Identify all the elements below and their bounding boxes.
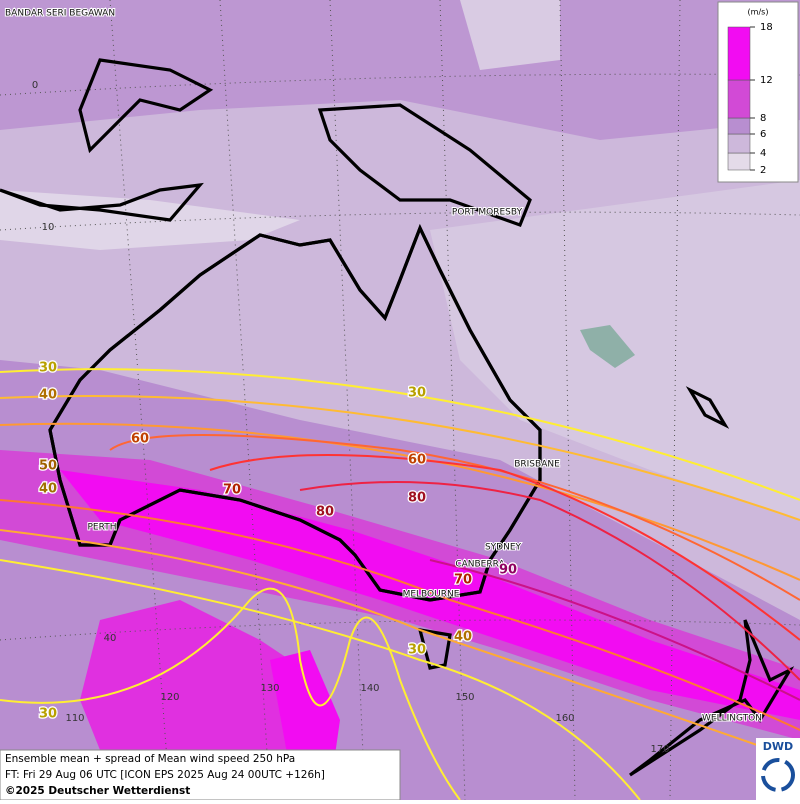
shade	[60, 470, 800, 720]
footer: Ensemble mean + spread of Mean wind spee…	[0, 738, 800, 801]
contour-label: 60	[131, 432, 149, 447]
contour-line	[0, 529, 800, 761]
coastline	[0, 182, 204, 222]
city-label: CANBERRA	[455, 560, 505, 570]
city-label: BRISBANE	[514, 460, 560, 470]
lake	[580, 325, 635, 368]
graticule-label: 130	[260, 683, 279, 694]
legend: (m/s) 2 4 6 8 12 18	[717, 1, 799, 183]
legend-tick-label: 4	[760, 148, 766, 159]
graticule-label: 140	[360, 683, 379, 694]
contour-line	[109, 434, 800, 601]
graticule-line	[439, 0, 466, 801]
city-label: PORT MORESBY	[452, 208, 523, 218]
footer-line: FT: Fri 29 Aug 06 UTC [ICON EPS 2025 Aug…	[5, 769, 325, 781]
contour-line	[0, 422, 800, 581]
footer-box	[0, 749, 401, 801]
legend-tick-label: 6	[760, 129, 766, 140]
contour-line	[299, 481, 800, 681]
legend-tick-label: 18	[760, 22, 773, 33]
graticule-line	[219, 0, 271, 801]
contour-label: 70	[454, 573, 472, 588]
labels: BANDAR SERI BEGAWAN PORT MORESBY BRISBANE S…	[4, 8, 763, 756]
graticule-label: 40	[104, 633, 117, 644]
coastline	[629, 619, 795, 777]
contour-label: 80	[408, 491, 426, 506]
graticule-label: 150	[455, 692, 474, 703]
contour-line	[0, 587, 461, 801]
graticule-line	[329, 0, 366, 801]
contour-label: 30	[408, 643, 426, 658]
contour-label: 60	[408, 453, 426, 468]
contour-line	[0, 559, 641, 801]
shade	[0, 0, 800, 140]
graticule-label: 110	[65, 713, 84, 724]
city-label: MELBOURNE	[403, 590, 460, 600]
legend-tick-label: 12	[760, 75, 773, 86]
logo-text: DWD	[763, 740, 793, 753]
contour-line	[0, 394, 800, 521]
legend-swatch	[727, 152, 751, 171]
contour-label: 40	[39, 482, 57, 497]
city-label: SYDNEY	[485, 543, 522, 553]
contours	[0, 368, 800, 801]
legend-tick-label: 2	[760, 165, 766, 176]
coastline	[78, 58, 214, 154]
contour-label: 30	[408, 386, 426, 401]
contour-label: 80	[316, 505, 334, 520]
contour-label: 40	[39, 388, 57, 403]
graticule-label: 160	[555, 713, 574, 724]
legend-swatch	[727, 117, 751, 135]
graticule-line	[559, 0, 576, 801]
coastline	[317, 103, 532, 228]
contour-line	[429, 559, 800, 701]
city-label: WELLINGTON	[702, 714, 762, 724]
graticule-line	[0, 73, 800, 96]
logo-icon	[761, 758, 795, 792]
legend-swatch	[727, 133, 751, 154]
coastline	[685, 386, 730, 429]
graticule-line	[0, 211, 800, 231]
graticule-line	[669, 0, 681, 801]
contour-line	[0, 499, 800, 731]
graticule-label: 120	[160, 692, 179, 703]
contour-label: 90	[499, 563, 517, 578]
shade	[460, 0, 560, 70]
contour-label: 40	[454, 630, 472, 645]
contour-label: 30	[39, 361, 57, 376]
city-label: BANDAR SERI BEGAWAN	[5, 9, 115, 19]
legend-scale: 2 4 6 8 12 18	[727, 22, 773, 176]
contour-line	[0, 368, 800, 501]
footer-line: ©2025 Deutscher Wetterdienst	[5, 785, 190, 797]
contour-line	[209, 454, 800, 641]
coastline	[417, 628, 452, 670]
legend-unit: (m/s)	[748, 8, 769, 17]
contour-label: 30	[39, 707, 57, 722]
graticule-label: 170	[650, 744, 669, 755]
legend-tick-label: 8	[760, 113, 766, 124]
graticule-label: 10	[42, 222, 55, 233]
footer-line: Ensemble mean + spread of Mean wind spee…	[5, 753, 295, 765]
contour-label: 70	[223, 483, 241, 498]
legend-swatch	[727, 79, 751, 119]
shade	[0, 190, 300, 250]
city-label: PERTH	[88, 523, 117, 533]
coastlines	[0, 58, 795, 777]
contour-label: 50	[39, 459, 57, 474]
legend-swatch	[727, 26, 751, 81]
graticule-label: 0	[32, 80, 38, 91]
